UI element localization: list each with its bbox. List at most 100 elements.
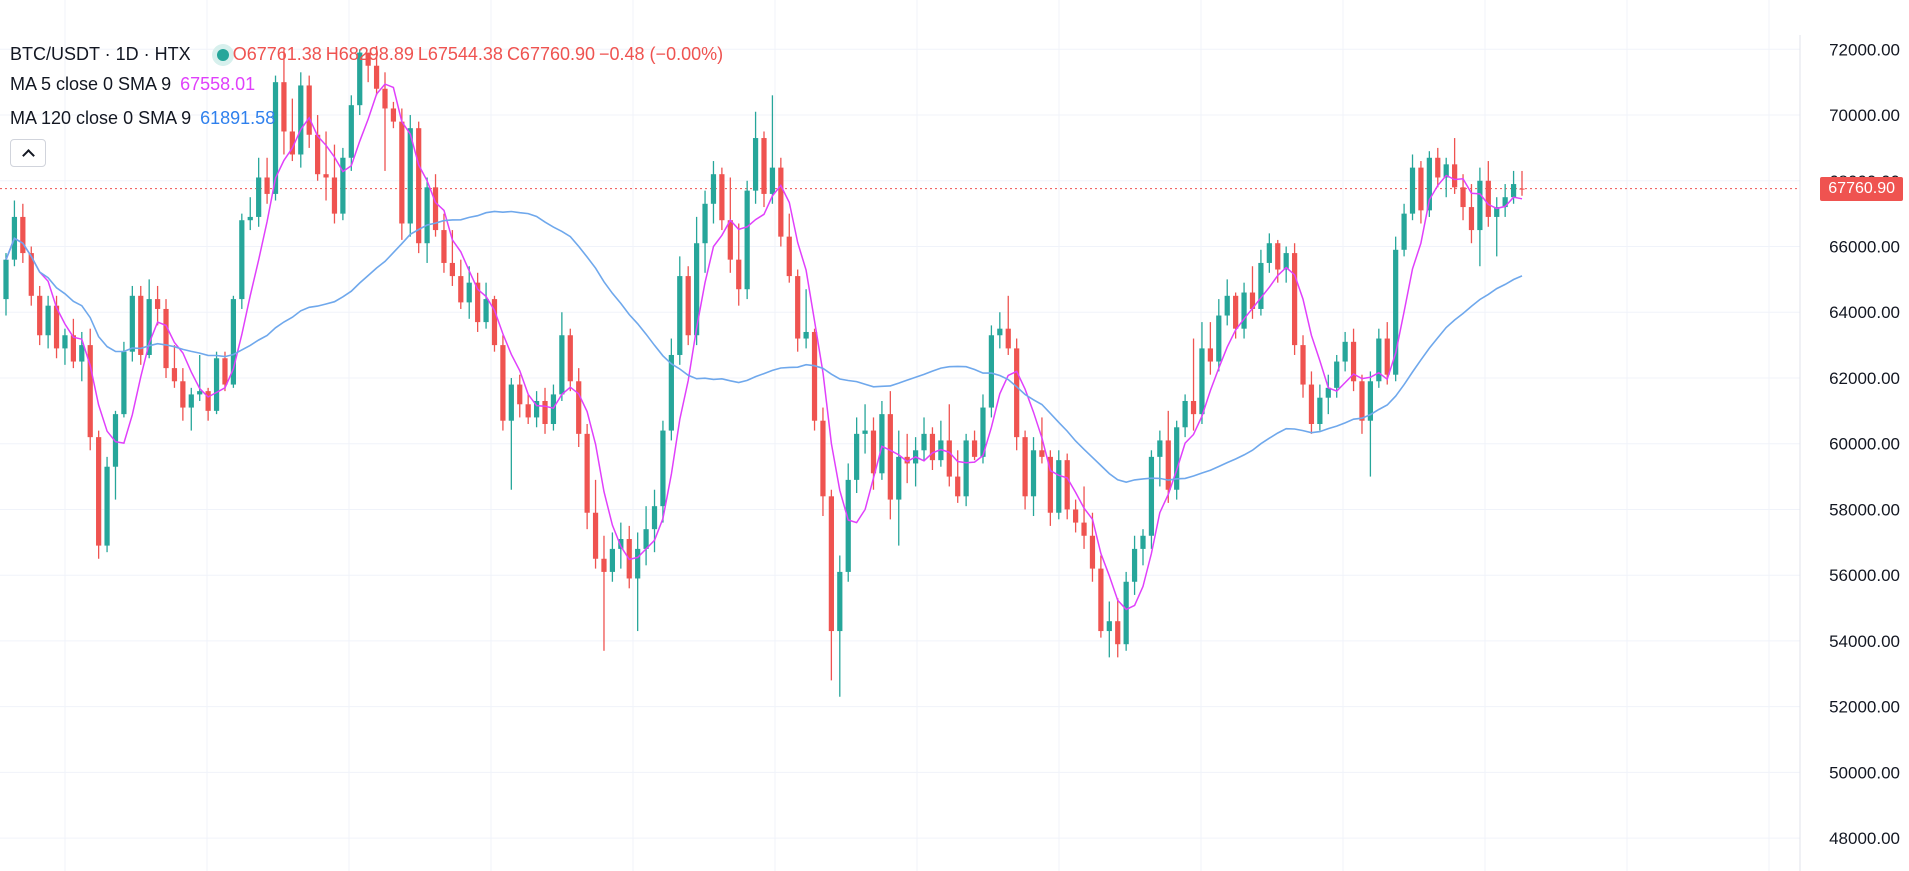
candle-body — [752, 138, 759, 191]
candle-body — [955, 476, 961, 497]
candle-body — [45, 305, 51, 336]
candle-body — [584, 433, 590, 513]
candle-body — [795, 276, 801, 339]
candle-body — [20, 216, 26, 254]
candle-body — [424, 187, 430, 244]
candle-body — [407, 128, 413, 224]
candle-body — [668, 354, 674, 431]
candle-body — [1350, 341, 1357, 382]
candle-body — [70, 335, 76, 362]
candle-body — [171, 368, 178, 382]
candle-body — [896, 456, 902, 500]
low-value: L67544.38 — [417, 44, 503, 64]
candle-body — [694, 243, 700, 336]
candle-body — [163, 308, 169, 369]
candle-body — [28, 253, 34, 296]
candle-body — [323, 174, 329, 178]
y-tick-label: 70000.00 — [1829, 106, 1900, 125]
candle-body — [1014, 348, 1020, 438]
candle-body — [1182, 400, 1188, 428]
candle-body — [769, 167, 776, 194]
candle-body — [618, 539, 624, 549]
candle-body — [1477, 180, 1483, 231]
candle-body — [811, 331, 818, 421]
candle-body — [727, 220, 733, 260]
candle-body — [1190, 400, 1197, 415]
candle-body — [483, 299, 489, 323]
ma5-value: 67558.01 — [180, 74, 256, 94]
candle-body — [1249, 292, 1256, 309]
candle-body — [1334, 361, 1340, 388]
legend-symbol-row: BTC/USDT · 1D · HTX O67761.38 H68298.89 L67… — [10, 44, 727, 65]
candle-body — [887, 414, 893, 500]
candle-body — [963, 440, 969, 497]
candle-body — [744, 190, 750, 290]
y-tick-label: 58000.00 — [1829, 500, 1900, 519]
candle-body — [635, 548, 641, 579]
candle-body — [1022, 437, 1028, 497]
candle-body — [1174, 427, 1180, 490]
candle-body — [146, 299, 152, 355]
candle-body — [357, 52, 363, 106]
candle-body — [1502, 197, 1508, 208]
candle-body — [1233, 295, 1239, 329]
y-tick-label: 62000.00 — [1829, 369, 1900, 388]
candle-body — [719, 174, 725, 221]
candle-body — [1283, 253, 1289, 270]
candle-body — [1039, 450, 1045, 457]
candle-body — [449, 262, 455, 277]
ma120-label: MA 120 close 0 SMA 9 — [10, 108, 192, 128]
candle-body — [1106, 621, 1112, 632]
candle-body — [786, 236, 792, 277]
ma120-line — [5, 210, 1523, 484]
candle-body — [542, 400, 548, 424]
candle-body — [1165, 440, 1171, 490]
legend-ma5-row[interactable]: MA 5 close 0 SMA 9 67558.01 — [10, 74, 259, 95]
candle-body — [1266, 243, 1272, 263]
candle-body — [416, 128, 422, 244]
ma5-label: MA 5 close 0 SMA 9 — [10, 74, 172, 94]
candle-body — [53, 305, 60, 349]
candle-body — [3, 259, 9, 300]
candle-body — [677, 276, 683, 355]
candle-body — [803, 331, 809, 339]
candle-body — [1005, 328, 1011, 349]
candle-body — [121, 351, 127, 415]
candle-body — [432, 187, 439, 231]
candle-body — [129, 295, 135, 352]
candle-body — [441, 230, 447, 263]
candle-body — [1275, 243, 1281, 270]
y-tick-label: 60000.00 — [1829, 435, 1900, 454]
candle-body — [1224, 295, 1230, 316]
collapse-legend-button[interactable] — [10, 139, 46, 167]
candle-body — [1359, 381, 1365, 421]
candle-body — [854, 433, 860, 480]
candle-body — [1435, 157, 1441, 178]
candle-body — [239, 220, 245, 300]
y-tick-label: 54000.00 — [1829, 632, 1900, 651]
candle-body — [1291, 253, 1298, 346]
legend-ma120-row[interactable]: MA 120 close 0 SMA 9 61891.58 — [10, 108, 279, 129]
candle-body — [1207, 348, 1213, 362]
candle-body — [904, 456, 910, 464]
candle-body — [500, 345, 506, 421]
candle-body — [761, 138, 767, 194]
candle-body — [845, 479, 851, 572]
candle-body — [1376, 338, 1382, 382]
candle-body — [180, 381, 186, 408]
candle-body — [1140, 535, 1146, 549]
symbol-label[interactable]: BTC/USDT · 1D · HTX — [10, 44, 191, 64]
candle-body — [778, 167, 784, 237]
candle-body — [1418, 167, 1424, 211]
candle-body — [399, 121, 405, 224]
candle-body — [213, 358, 220, 411]
candle-body — [1325, 387, 1331, 398]
candle-body — [1409, 167, 1416, 214]
candle-body — [1468, 207, 1475, 231]
candle-body — [1064, 460, 1070, 510]
candle-body — [971, 440, 978, 457]
candle-body — [929, 433, 936, 461]
candle-body — [491, 299, 498, 346]
